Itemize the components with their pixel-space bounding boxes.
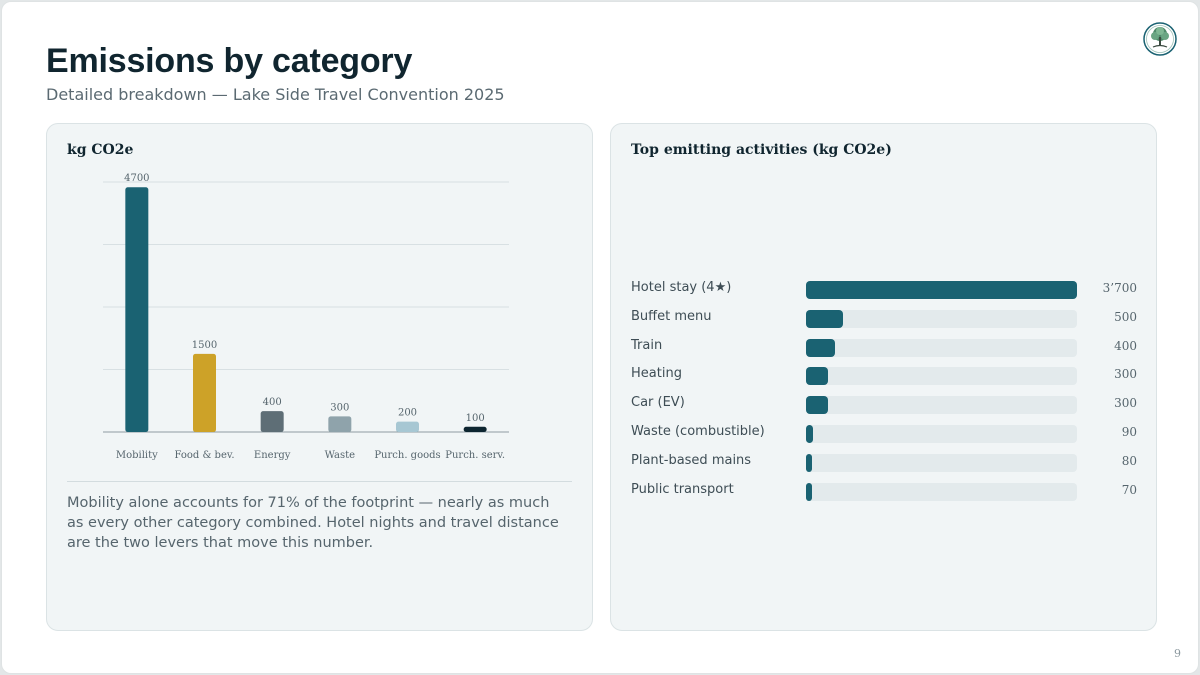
bar (125, 187, 149, 432)
bar (193, 353, 216, 432)
activity-value-label: 70 (1121, 482, 1137, 497)
activity-bar (806, 453, 812, 472)
bar-value-label: 300 (330, 402, 349, 413)
activity-bar (806, 396, 828, 415)
card-divider (67, 481, 572, 482)
activity-value-label: 3’700 (1102, 281, 1137, 295)
bar-value-label: 4700 (124, 173, 149, 184)
activity-label: Heating (631, 366, 682, 382)
activity-bar-track (806, 309, 1077, 328)
activity-value-label: 300 (1114, 396, 1137, 411)
activity-label: Train (631, 337, 663, 353)
activity-row: Car (EV) 300 (611, 394, 1156, 423)
category-tick-label: Waste (325, 450, 356, 461)
activity-bar-track (806, 396, 1077, 415)
bar-value-label: 1500 (192, 340, 217, 351)
activity-bar-track (806, 281, 1077, 299)
activity-bar-track (806, 482, 1077, 501)
activity-bar-track (806, 367, 1077, 386)
bar (463, 426, 487, 432)
bar (328, 416, 352, 432)
category-chart-card: kg CO2e 4700 Mobility 1500 Food & bev. 400 En… (46, 123, 593, 631)
activity-bar (806, 338, 836, 357)
activity-row: Train 400 (611, 337, 1156, 366)
bar-value-label: 400 (263, 397, 282, 408)
activity-label: Plant-based mains (631, 452, 752, 468)
activity-label: Public transport (631, 481, 734, 497)
activity-row: Public transport 70 (611, 481, 1156, 510)
chart-note: Mobility alone accounts for 71% of the f… (67, 495, 559, 551)
activity-label: Car (EV) (631, 395, 685, 411)
category-tick-label: Energy (254, 450, 291, 461)
activity-label: Waste (combustible) (631, 423, 765, 439)
activity-row: Plant-based mains 80 (611, 452, 1156, 481)
top-activities-card: Top emitting activities (kg CO2e) Hotel … (610, 123, 1157, 631)
category-tick-label: Food & bev. (174, 450, 234, 461)
activity-row: Heating 300 (611, 365, 1156, 394)
bar (396, 421, 419, 432)
activity-bar (806, 309, 843, 328)
activity-row: Hotel stay (4★) 3’700 (611, 279, 1156, 308)
activity-value-label: 90 (1121, 424, 1137, 439)
activity-value-label: 500 (1114, 309, 1137, 324)
bar-value-label: 100 (466, 413, 485, 424)
bar-value-label: 200 (398, 408, 417, 419)
activity-bar-track (806, 424, 1077, 443)
activity-label: Buffet menu (631, 308, 712, 324)
activity-value-label: 300 (1114, 367, 1137, 382)
activity-bar (806, 281, 1077, 299)
top-activities-title: Top emitting activities (kg CO2e) (631, 142, 892, 158)
activity-value-label: 80 (1121, 453, 1137, 468)
category-tick-label: Mobility (116, 450, 158, 461)
activity-bar (806, 482, 812, 501)
category-bar-chart: 4700 Mobility 1500 Food & bev. 400 Energy 300 W… (103, 173, 509, 461)
top-activities-chart: Hotel stay (4★) 3’700 Buffet menu 500 Train 4… (611, 279, 1156, 509)
activity-value-label: 400 (1114, 338, 1137, 353)
page-number: 9 (1174, 647, 1181, 660)
activity-bar (806, 424, 813, 443)
activity-row: Buffet menu 500 (611, 308, 1156, 337)
page-title: Emissions by category (46, 42, 413, 80)
activity-bar (806, 367, 828, 386)
category-tick-label: Purch. serv. (445, 450, 505, 461)
category-tick-label: Purch. goods (374, 450, 440, 461)
activity-label: Hotel stay (4★) (631, 280, 732, 295)
page-subtitle: Detailed breakdown — Lake Side Travel Co… (46, 85, 505, 104)
tree-logo-icon (1143, 22, 1177, 56)
category-chart-title: kg CO2e (67, 142, 134, 158)
activity-bar-track (806, 338, 1077, 357)
activity-bar-track (806, 453, 1077, 472)
activity-row: Waste (combustible) 90 (611, 423, 1156, 452)
bar (260, 411, 284, 432)
